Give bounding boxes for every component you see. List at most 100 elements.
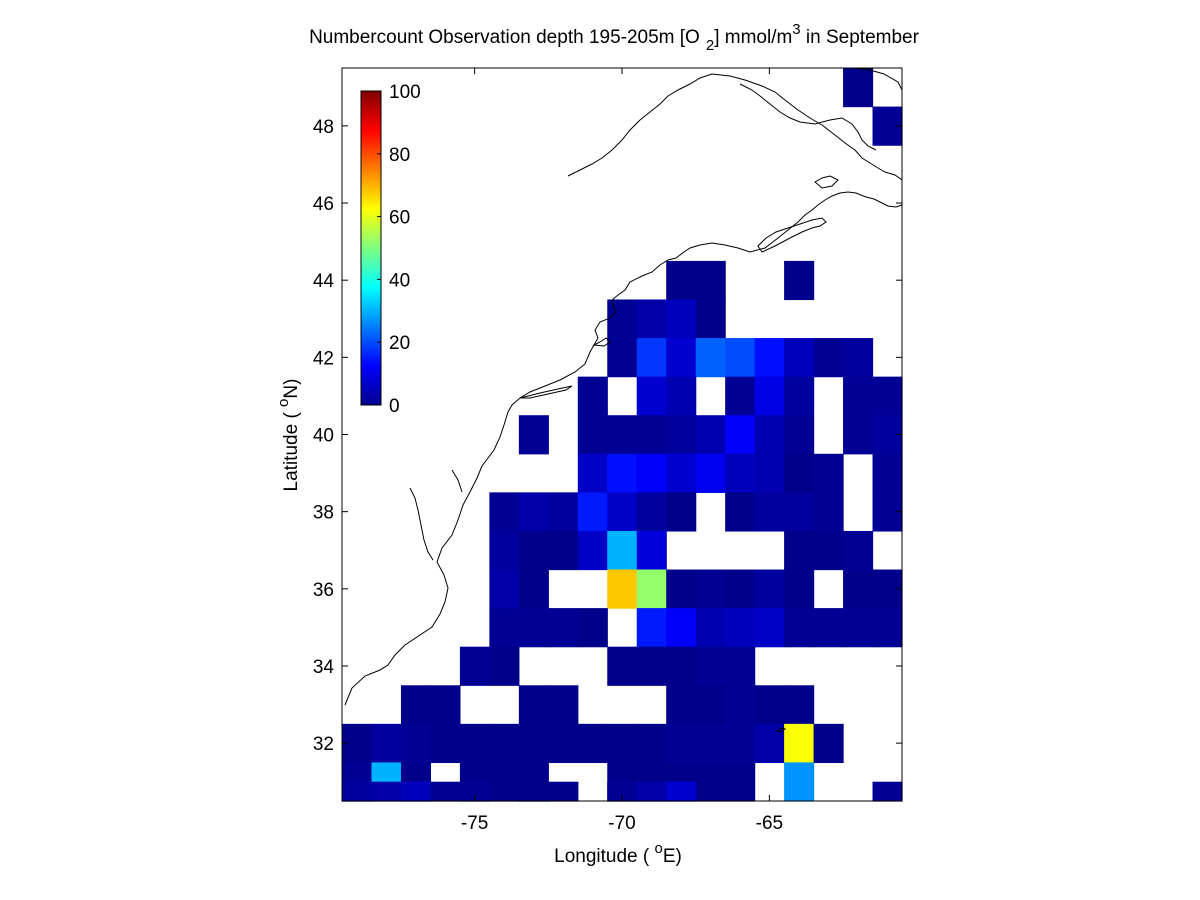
x-tick-label: -70: [608, 813, 635, 834]
heatmap-cell: [518, 781, 549, 802]
plot-area: 0 20 40 60 80 100 -75 -70 -65 32 34 36 38 40 42 44 46 4…: [313, 67, 903, 834]
heatmap-cell: [872, 608, 903, 648]
heatmap-cell: [843, 415, 874, 455]
heatmap-cell: [843, 608, 874, 648]
colorbar: 0 20 40 60 80 100: [360, 82, 421, 417]
heatmap-cell: [548, 781, 579, 802]
coastline-cape-cod: [592, 337, 611, 347]
y-tick-label: 42: [313, 348, 334, 369]
y-tick-label: 44: [313, 271, 335, 292]
heatmap-cell: [400, 781, 432, 802]
heatmap-cell: [636, 492, 667, 532]
x-axis-label: Longitude ( oE): [554, 840, 682, 867]
heatmap-cell: [430, 781, 461, 802]
coastline-gaspe: [739, 83, 877, 151]
heatmap-cell: [725, 569, 756, 609]
heatmap-cell: [813, 453, 844, 493]
x-tick-label: -65: [756, 813, 783, 834]
heatmap-cell: [548, 492, 579, 532]
heatmap-cell: [636, 569, 667, 609]
heatmap-cell: [725, 492, 756, 532]
heatmap-cell: [489, 646, 520, 686]
heatmap-cell: [784, 530, 815, 571]
heatmap-cell: [695, 685, 726, 725]
heatmap-cell: [489, 608, 520, 648]
heatmap-cell: [784, 376, 815, 416]
heatmap-cell: [518, 723, 549, 764]
y-tick-label: 38: [313, 503, 334, 524]
heatmap-cell: [666, 299, 697, 339]
heatmap-cell: [754, 723, 785, 764]
heatmap-cell: [725, 762, 756, 802]
heatmap-cell: [607, 453, 638, 493]
heatmap-cell: [784, 453, 815, 493]
heatmap-cell: [577, 608, 608, 648]
heatmap-cell: [872, 453, 903, 493]
heatmap-cell: [518, 530, 549, 571]
y-axis-ticks: 32 34 36 38 40 42 44 46 48: [313, 117, 902, 755]
heatmap-cell: [636, 376, 667, 416]
colorbar-ticks: 0 20 40 60 80 100: [377, 82, 421, 417]
heatmap-cell: [784, 260, 815, 301]
colorbar-tick-label: 80: [389, 145, 410, 166]
heatmap-cell: [725, 338, 756, 378]
title-main: Numbercount Observation depth 195-205m […: [309, 27, 700, 48]
heatmap-cell: [784, 685, 815, 725]
heatmap-cell: [400, 723, 432, 764]
heatmap-cell: [725, 608, 756, 648]
coastline-st-lawrence: [567, 73, 903, 181]
title-sub: 2: [706, 37, 714, 54]
x-tick-label: -75: [461, 813, 488, 834]
colorbar-tick-label: 100: [389, 82, 421, 103]
heatmap-cell: [666, 723, 697, 764]
heatmap-cell: [695, 762, 726, 802]
heatmap-cell: [813, 608, 844, 648]
heatmap-cell: [342, 781, 373, 802]
heatmap-cell: [813, 723, 844, 764]
heatmap-cell: [577, 415, 608, 455]
heatmap-cell: [636, 646, 667, 686]
xlabel-sup: o: [655, 840, 663, 857]
coastline-delaware: [451, 469, 463, 493]
chart-title: Numbercount Observation depth 195-205m […: [309, 21, 920, 54]
heatmap-cell: [636, 781, 667, 802]
heatmap-cell: [666, 646, 697, 686]
heatmap-cell: [400, 685, 432, 725]
heatmap-cell: [784, 415, 815, 455]
heatmap-cell: [607, 781, 638, 802]
heatmap-cell: [518, 608, 549, 648]
heatmap-cell: [813, 338, 844, 378]
heatmap-cell: [725, 646, 756, 686]
heatmap-cell: [843, 376, 874, 416]
heatmap-cell: [577, 376, 608, 416]
heatmap-cell: [725, 415, 756, 455]
heatmap-cell: [636, 530, 667, 571]
heatmap-cell: [518, 569, 549, 609]
heatmap-cell: [577, 492, 608, 532]
heatmap-cell: [489, 762, 520, 802]
heatmap-cell: [636, 723, 667, 764]
heatmap-cell: [754, 492, 785, 532]
heatmap-cell: [813, 530, 844, 571]
heatmap-cell: [813, 492, 844, 532]
heatmap-cell: [872, 781, 903, 802]
heatmap-cell: [371, 723, 402, 764]
heatmap-cell: [695, 299, 726, 339]
heatmap-cell: [695, 569, 726, 609]
heatmap-cell: [754, 569, 785, 609]
heatmap-cell: [725, 453, 756, 493]
heatmap-cell: [725, 376, 756, 416]
heatmap-cell: [459, 646, 490, 686]
heatmap-cell: [843, 338, 874, 378]
heatmap-cell: [843, 68, 874, 108]
heatmap-cells: [342, 68, 903, 802]
heatmap-cell: [666, 781, 697, 802]
title-tail: in September: [801, 27, 920, 48]
heatmap-cell: [666, 415, 697, 455]
heatmap-cell: [695, 723, 726, 764]
heatmap-cell: [666, 569, 697, 609]
heatmap-cell: [666, 453, 697, 493]
heatmap-cell: [754, 415, 785, 455]
heatmap-cell: [459, 723, 490, 764]
